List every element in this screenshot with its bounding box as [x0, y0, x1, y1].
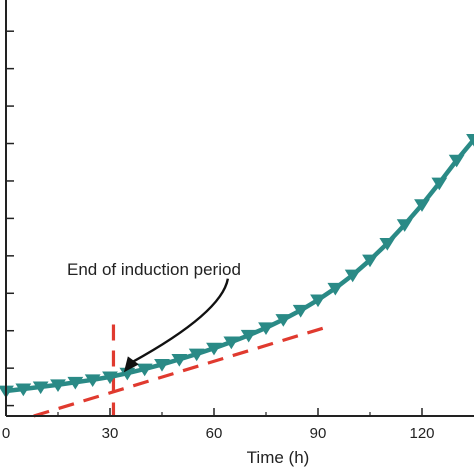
data-point-marker — [223, 336, 240, 350]
data-point-marker — [240, 329, 257, 343]
data-point-marker — [15, 383, 32, 397]
data-point-marker — [414, 199, 430, 212]
data-point-marker — [84, 374, 101, 388]
data-point-marker — [310, 294, 326, 308]
annotation-arrow-shaft — [131, 278, 230, 364]
data-point-marker — [188, 348, 205, 362]
data-point-marker — [362, 254, 378, 268]
data-point-marker — [448, 154, 465, 168]
data-point-marker — [466, 133, 474, 147]
data-point-marker — [206, 342, 222, 356]
annotation-text: End of induction period — [67, 260, 241, 279]
data-point-marker — [396, 219, 413, 232]
data-point-marker — [431, 177, 448, 191]
data-point-marker — [50, 379, 66, 393]
data-point-marker — [258, 322, 274, 336]
data-point-marker — [292, 304, 309, 318]
axes: 0 30 60 90 120 — [2, 0, 474, 442]
data-point-marker — [275, 314, 292, 327]
data-point-marker — [67, 376, 84, 390]
x-tick-label: 60 — [206, 425, 223, 442]
linear-fit-dashed-line — [33, 325, 329, 418]
data-point-marker — [32, 381, 49, 395]
data-point-marker — [136, 363, 153, 377]
x-axis-title: Time (h) — [247, 448, 310, 467]
data-point-marker — [344, 269, 361, 283]
x-tick-label: 0 — [2, 425, 10, 442]
x-tick-label: 90 — [310, 425, 327, 442]
data-point-marker — [171, 354, 188, 367]
data-point-marker — [379, 237, 396, 251]
annotation-arrow-head — [123, 356, 139, 373]
data-point-marker — [154, 359, 170, 372]
x-tick-label: 30 — [102, 425, 119, 442]
data-point-marker — [102, 371, 118, 385]
data-point-marker — [327, 282, 344, 296]
plot-content — [0, 133, 474, 418]
series-line — [3, 137, 474, 394]
x-tick-label: 120 — [409, 425, 434, 442]
